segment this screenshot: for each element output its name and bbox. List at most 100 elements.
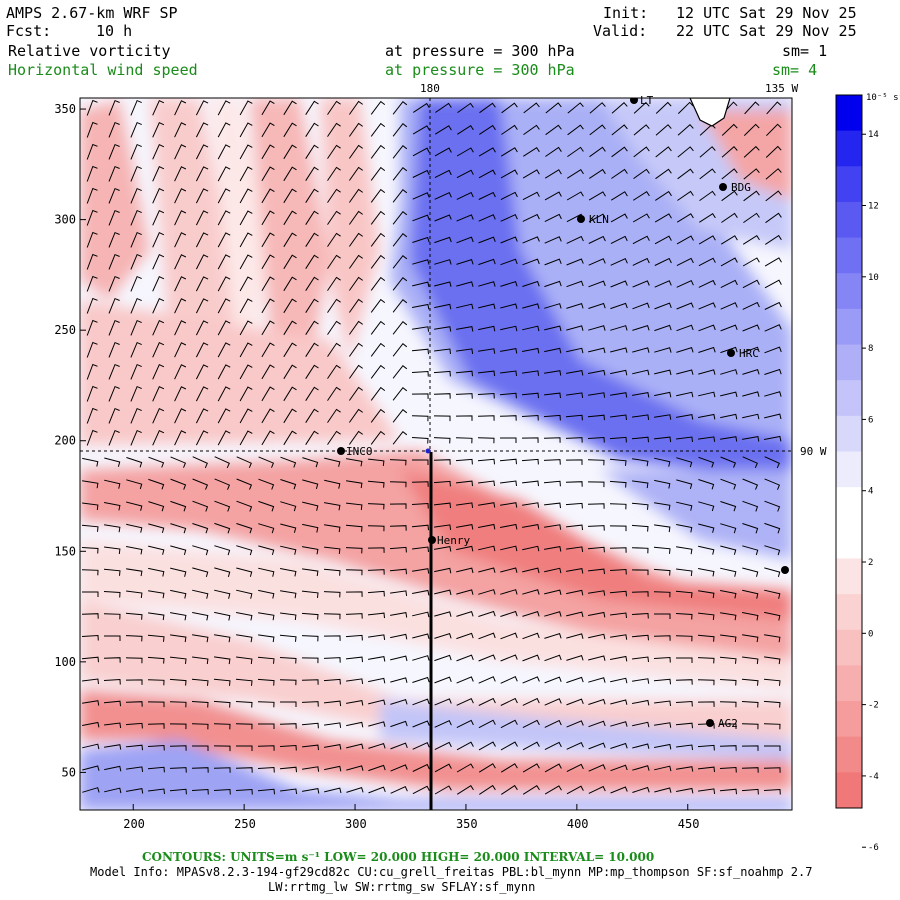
wind-barb (346, 765, 364, 771)
wind-barb (174, 232, 187, 248)
wind-barb (370, 364, 386, 379)
wind-barb (765, 168, 782, 180)
wind-barb (280, 612, 297, 621)
wind-barb (588, 698, 606, 705)
wind-barb (305, 408, 319, 423)
wind-barb (302, 766, 320, 772)
wind-barb (413, 102, 430, 113)
wind-barb (324, 524, 341, 533)
wind-barb (743, 123, 760, 136)
wind-barb (456, 567, 474, 574)
station-label-bdg: BDG (731, 181, 751, 194)
wind-barb (677, 168, 694, 180)
wind-barb (434, 698, 452, 706)
wind-barb (433, 480, 451, 487)
wind-barb (720, 723, 737, 729)
wind-barb (346, 480, 363, 489)
wind-barb (764, 634, 781, 643)
wind-barb (632, 699, 650, 706)
model-info-physics: LW:rrtmg_lw SW:rrtmg_sw SFLAY:sf_mynn (268, 880, 536, 894)
wind-barb (523, 124, 540, 136)
colorbar-label: 2 (868, 558, 873, 568)
wind-barb (239, 188, 253, 204)
wind-barb (543, 480, 561, 487)
wind-barb (719, 679, 737, 686)
wind-barb (698, 568, 715, 577)
wind-barb (152, 122, 165, 138)
station-label-kln: KLN (589, 213, 609, 226)
wind-barb (258, 634, 275, 643)
wind-barb (456, 785, 474, 795)
wind-barb (478, 480, 495, 487)
wind-barb (412, 326, 430, 332)
wind-barb (609, 458, 627, 466)
wind-barb (677, 123, 694, 136)
wind-barb (370, 188, 386, 203)
wind-barb (283, 386, 297, 402)
wind-barb (170, 589, 187, 599)
wind-barb (370, 320, 386, 335)
field1-smoothing: sm= 1 (782, 42, 828, 60)
wind-barb (677, 190, 694, 201)
wind-barb (719, 701, 737, 708)
wind-barb (152, 188, 165, 204)
wind-barb (632, 656, 649, 663)
wind-barb (280, 523, 297, 533)
wind-barb (434, 763, 452, 773)
wind-barb (412, 720, 430, 728)
wind-barb (697, 657, 715, 664)
wind-barb (434, 524, 452, 530)
wind-barb (632, 786, 650, 793)
wind-barb (412, 698, 430, 706)
wind-barb (174, 254, 187, 270)
wind-barb (327, 276, 341, 291)
wind-barb (610, 369, 628, 376)
wind-barb (191, 723, 209, 730)
wind-barb (720, 257, 738, 267)
wind-barb (104, 744, 122, 750)
wind-barb (588, 280, 606, 288)
wind-barb (261, 320, 275, 336)
wind-barb (174, 210, 187, 226)
wind-barb (261, 364, 275, 380)
wind-barb (213, 745, 231, 752)
colorbar-swatch (836, 736, 862, 773)
wind-barb (742, 523, 759, 534)
wind-barb (174, 188, 187, 204)
wind-barb (720, 634, 737, 643)
wind-barb (370, 210, 386, 225)
wind-barb (766, 101, 782, 115)
wind-barb (500, 763, 518, 773)
wind-barb (392, 188, 408, 203)
colorbar-swatch (836, 130, 862, 167)
wind-barb (412, 281, 430, 288)
wind-barb (412, 192, 430, 200)
wind-barb (588, 720, 606, 728)
wind-barb (390, 720, 408, 728)
wind-barb (455, 415, 473, 421)
wind-barb (214, 500, 231, 512)
wind-barb (676, 213, 694, 223)
wind-barb (104, 502, 121, 511)
wind-barb (499, 458, 517, 465)
wind-barb (742, 346, 760, 354)
wind-barb (261, 430, 275, 446)
wind-barb (742, 413, 760, 420)
wind-barb (479, 124, 496, 135)
wind-barb (698, 257, 716, 267)
wind-barb (174, 364, 187, 380)
wind-barb (217, 342, 231, 358)
wind-barb (412, 259, 430, 265)
wind-barb (522, 480, 539, 487)
wind-barb (654, 324, 672, 332)
wind-barb (108, 363, 120, 380)
wind-barb (261, 232, 275, 248)
wind-barb (610, 213, 628, 223)
wind-barb (676, 657, 693, 663)
wind-barb (545, 102, 562, 114)
wind-barb (81, 524, 99, 532)
wind-barb (434, 720, 452, 728)
wind-barb (345, 613, 363, 619)
wind-barb (765, 145, 782, 158)
